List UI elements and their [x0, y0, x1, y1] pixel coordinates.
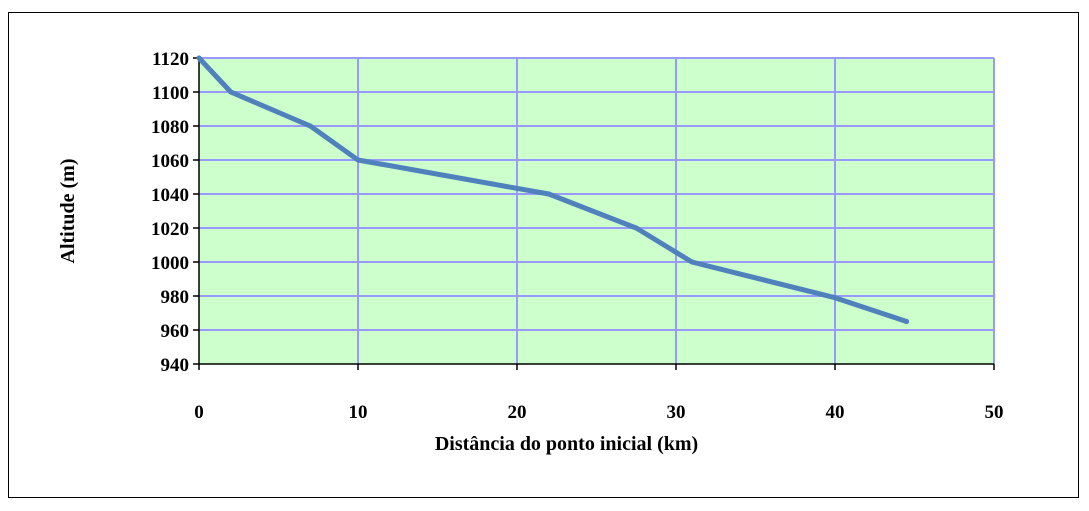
data-point: [355, 157, 361, 163]
y-tick-label: 1000: [151, 253, 189, 274]
data-point: [546, 191, 552, 197]
y-tick-label: 980: [161, 287, 190, 308]
data-point: [196, 55, 202, 61]
y-tick-label: 940: [161, 355, 190, 376]
x-tick-label: 10: [349, 402, 368, 423]
grid-lines: [199, 57, 995, 364]
axes: [193, 57, 995, 370]
x-tick-labels: 0 10 20 30 40 50: [194, 402, 1003, 423]
data-point: [633, 225, 639, 231]
data-point: [904, 319, 910, 324]
x-tick-label: 50: [985, 402, 1004, 423]
x-tick-label: 40: [826, 402, 845, 423]
x-tick-label: 0: [194, 402, 204, 423]
y-tick-label: 1120: [152, 49, 189, 70]
y-tick-label: 1080: [151, 117, 189, 138]
x-tick-label: 20: [508, 402, 527, 423]
x-tick-label: 30: [667, 402, 686, 423]
data-point: [832, 295, 838, 301]
y-tick-label: 960: [161, 321, 190, 342]
y-tick-labels: 940 960 980 1000 1020 1040 1060 1080 1100 1120: [151, 49, 189, 376]
series-layer: [196, 55, 910, 324]
y-tick-label: 1060: [151, 151, 189, 172]
y-tick-label: 1100: [152, 83, 189, 104]
x-axis-title: Distância do ponto inicial (km): [435, 433, 698, 455]
data-point: [307, 123, 313, 129]
y-tick-label: 1020: [151, 219, 189, 240]
data-point: [689, 259, 695, 265]
y-tick-label: 1040: [151, 185, 189, 206]
data-point: [228, 89, 234, 95]
y-axis-title: Altitude (m): [57, 159, 79, 264]
